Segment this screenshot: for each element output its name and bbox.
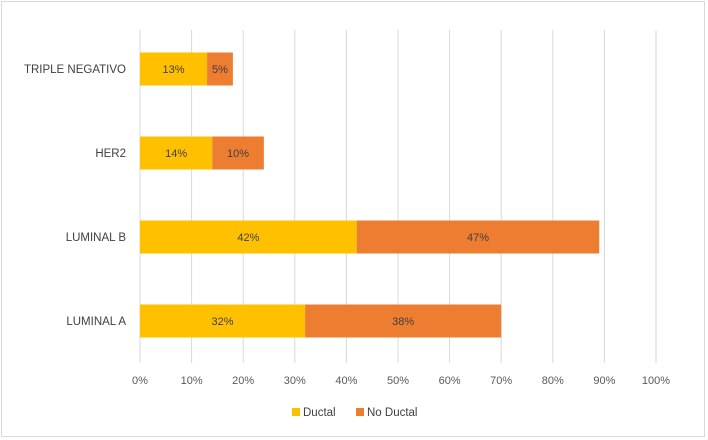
x-tick-label: 50%: [387, 375, 409, 387]
x-tick-label: 100%: [642, 375, 670, 387]
x-tick-label: 30%: [284, 375, 306, 387]
bar-no-ductal: [356, 220, 600, 254]
legend-swatch: [292, 408, 300, 416]
x-axis-tick-labels: 0% 10% 20% 30% 40% 50% 60% 70% 80% 90% 100%: [132, 375, 670, 387]
category-label: TRIPLE NEGATIVO: [24, 64, 126, 76]
data-label: 47%: [467, 232, 489, 244]
category-label: HER2: [95, 148, 126, 160]
data-label: 32%: [212, 316, 234, 328]
bar-ductal: [140, 220, 357, 254]
data-label: 38%: [392, 316, 414, 328]
x-tick-label: 60%: [439, 375, 461, 387]
x-tick-label: 70%: [490, 375, 512, 387]
data-label: 10%: [227, 148, 249, 160]
x-tick-label: 40%: [335, 375, 357, 387]
bar-no-ductal: [212, 136, 264, 170]
legend-label: Ductal: [303, 407, 336, 419]
category-label: LUMINAL A: [66, 316, 126, 328]
bar-ductal: [140, 52, 208, 86]
data-label: 5%: [212, 64, 228, 76]
legend: Ductal No Ductal: [292, 407, 418, 419]
legend-swatch: [356, 408, 364, 416]
x-tick-label: 0%: [132, 375, 148, 387]
bar-no-ductal: [207, 52, 233, 86]
bar-no-ductal: [305, 304, 502, 338]
data-label: 13%: [163, 64, 185, 76]
category-labels: TRIPLE NEGATIVO HER2 LUMINAL B LUMINAL A: [24, 64, 126, 328]
bars: 13% 5% 14% 10% 42% 47% 32% 38%: [140, 52, 600, 338]
x-tick-label: 80%: [542, 375, 564, 387]
x-tick-label: 90%: [593, 375, 615, 387]
legend-label: No Ductal: [367, 407, 418, 419]
bar-ductal: [140, 304, 306, 338]
bar-ductal: [140, 136, 213, 170]
data-label: 14%: [165, 148, 187, 160]
category-label: LUMINAL B: [66, 232, 127, 244]
x-tick-label: 20%: [232, 375, 254, 387]
x-tick-label: 10%: [181, 375, 203, 387]
data-label: 42%: [237, 232, 259, 244]
